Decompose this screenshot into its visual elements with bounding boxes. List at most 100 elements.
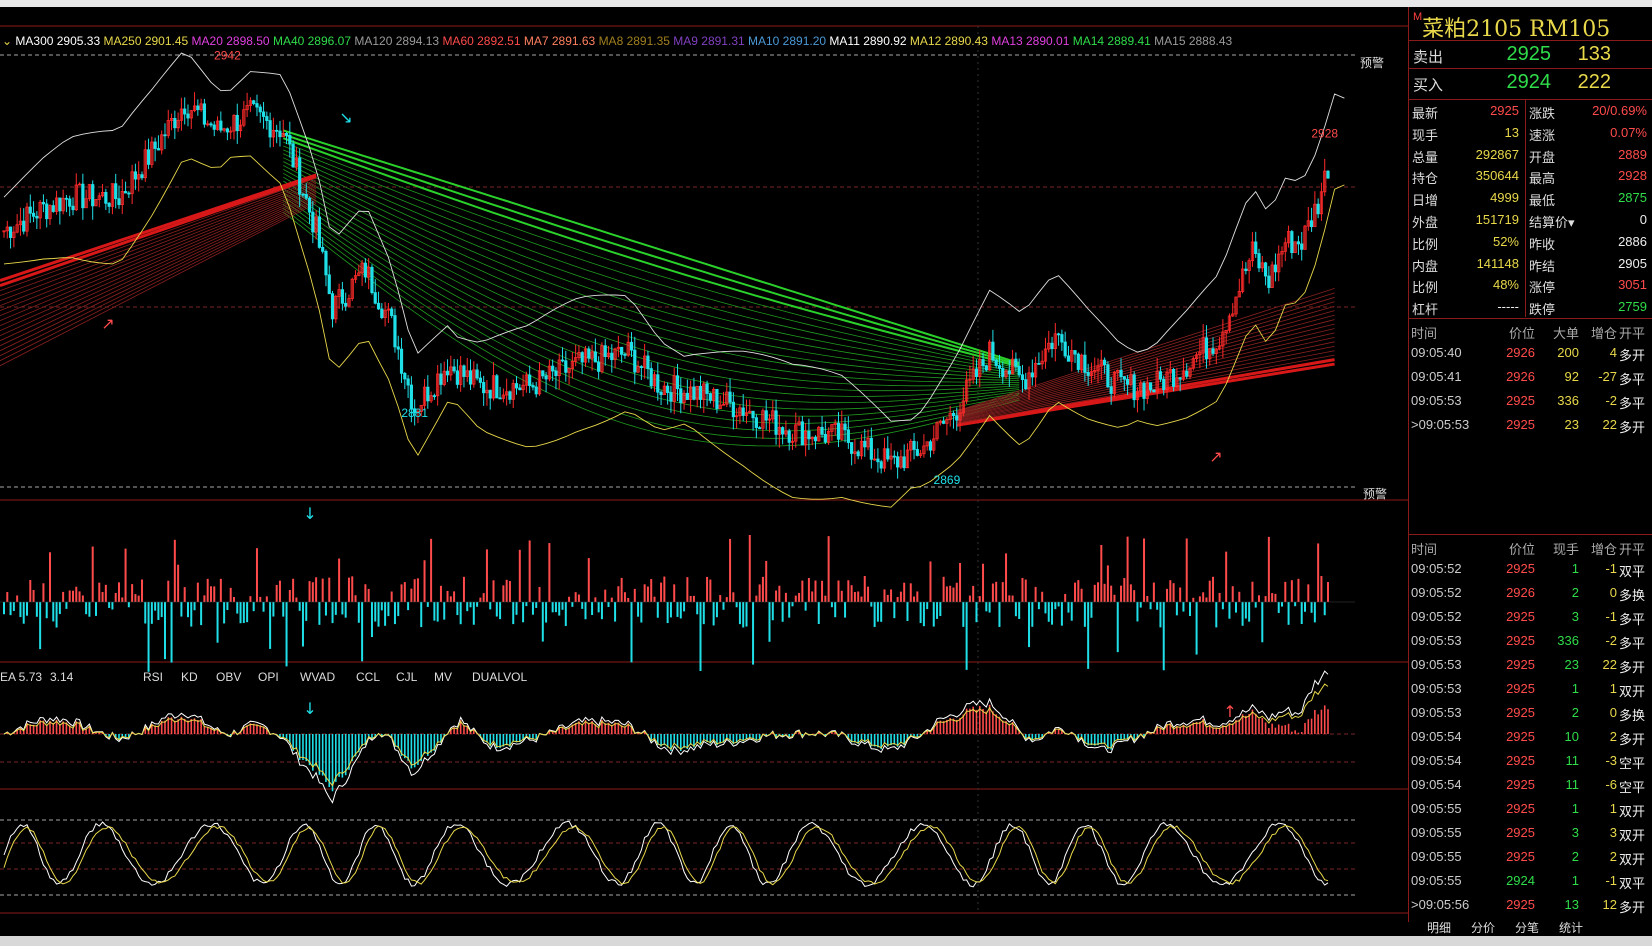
candle (419, 404, 423, 413)
buy-row[interactable]: 买入 2924 222 (1409, 68, 1652, 97)
table-row[interactable]: 09:05:53 2925 23 22 多开 (1409, 653, 1652, 677)
candle (859, 440, 864, 457)
candle (547, 365, 551, 380)
table-cell: 多开 (1619, 349, 1646, 364)
candle (357, 272, 361, 277)
candle (767, 418, 772, 421)
candle (1089, 371, 1094, 376)
ma-line (956, 328, 1335, 419)
table-cell: 2925 (1506, 681, 1535, 696)
table-row[interactable]: 09:05:55 2925 3 3 双开 (1409, 821, 1652, 845)
tab-2[interactable]: 分笔 (1515, 921, 1540, 935)
table-row[interactable]: 09:05:52 2925 3 -1 多平 (1409, 605, 1652, 629)
tab-3[interactable]: 统计 (1559, 921, 1584, 935)
candle (1263, 262, 1268, 277)
quote-label: 开盘 (1529, 150, 1556, 166)
quote-value: 20/0.69% (1592, 103, 1647, 118)
table-row[interactable]: 09:05:54 2925 10 2 多开 (1409, 725, 1652, 749)
table-row[interactable]: >09:05:56 2925 13 12 多开 (1409, 893, 1652, 917)
candle (790, 440, 795, 443)
candle (902, 456, 906, 469)
candle (649, 368, 653, 387)
sell-row[interactable]: 卖出 2925 133 (1409, 40, 1652, 69)
quote-label: 比例 (1412, 237, 1439, 253)
table-cell: 双开 (1619, 685, 1646, 700)
candle (1158, 371, 1163, 380)
ma-line (283, 169, 1020, 381)
candle (728, 391, 732, 403)
candle (1145, 382, 1149, 399)
table-row[interactable]: 09:05:52 2925 1 -1 双平 (1409, 557, 1652, 581)
candle (787, 430, 791, 443)
candle (997, 365, 1002, 369)
table-cell: 3 (1609, 825, 1617, 840)
candle (337, 289, 341, 297)
ma-line (0, 179, 317, 297)
table-row[interactable]: 09:05:40 2926 200 4 多开 (1409, 341, 1652, 365)
signal-arrow: ↑ (1223, 702, 1236, 721)
candle (597, 361, 601, 372)
table-row[interactable]: 09:05:55 2925 1 1 双开 (1409, 797, 1652, 821)
table-row[interactable]: >09:05:53 2925 23 22 多开 (1409, 413, 1652, 437)
tab-1[interactable]: 分价 (1471, 921, 1496, 935)
candle (981, 359, 985, 367)
quote-label: 现手 (1412, 128, 1439, 144)
table-row[interactable]: 09:05:52 2926 2 0 多换 (1409, 581, 1652, 605)
table-row[interactable]: 09:05:55 2925 2 2 双开 (1409, 845, 1652, 869)
candle (698, 385, 703, 400)
table-row[interactable]: 09:05:54 2925 11 -6 空平 (1409, 773, 1652, 797)
ma-line (956, 345, 1335, 423)
candle (685, 392, 689, 400)
table-row[interactable]: 09:05:55 2924 1 -1 双平 (1409, 869, 1652, 893)
kline-chart[interactable]: ⌄ MA300 2905.33 MA250 2901.45 MA20 2898.… (0, 7, 1408, 922)
quote-value: 2928 (1618, 168, 1647, 184)
candle (656, 374, 660, 393)
candle (1168, 369, 1172, 373)
table-cell: 23 (1564, 417, 1579, 432)
table-row[interactable]: 09:05:41 2926 92 -27 多平 (1409, 365, 1652, 389)
candle (652, 374, 657, 387)
candle (633, 349, 637, 373)
ma-line (0, 181, 317, 302)
chart-canvas[interactable]: ⌄ MA300 2905.33 MA250 2901.45 MA20 2898.… (0, 7, 1408, 922)
table-row[interactable]: 09:05:54 2925 11 -3 空平 (1409, 749, 1652, 773)
candle (383, 309, 387, 318)
warn-label-bottom: 预警 (1363, 486, 1387, 501)
table-cell: 22 (1602, 657, 1617, 672)
candle (629, 341, 634, 351)
candle (1119, 369, 1123, 378)
candle (321, 246, 325, 252)
candle (912, 440, 916, 450)
candle (646, 355, 650, 369)
table-cell: 多平 (1619, 637, 1646, 652)
candle (813, 436, 818, 442)
table-cell: 多开 (1619, 733, 1646, 748)
table-row[interactable]: 09:05:53 2925 2 0 多换 (1409, 701, 1652, 725)
price-annotation: 2928 (1311, 127, 1338, 141)
candle (942, 420, 946, 424)
candle (1237, 291, 1241, 298)
table-row[interactable]: 09:05:53 2925 336 -2 多平 (1409, 389, 1652, 413)
candle (1076, 353, 1080, 370)
tab-0[interactable]: 明细 (1427, 921, 1452, 935)
quote-label: 跌停 (1529, 303, 1556, 319)
candle (353, 275, 358, 280)
ma-line (0, 196, 317, 347)
ma-line (283, 145, 1020, 371)
table-cell: 09:05:40 (1411, 345, 1462, 360)
table-cell: 09:05:54 (1411, 777, 1462, 792)
warn-label-top: 预警 (1360, 55, 1384, 70)
candle (528, 374, 532, 386)
candle (662, 385, 666, 396)
candle (413, 408, 417, 413)
table-row[interactable]: 09:05:53 2925 336 -2 多平 (1409, 629, 1652, 653)
d-line (3, 824, 1329, 886)
candle (564, 360, 568, 373)
quote-label: 总量 (1412, 150, 1439, 166)
candle (610, 352, 614, 361)
quote-value: 0 (1639, 211, 1647, 227)
candle (238, 124, 243, 132)
ma-line (282, 133, 1020, 366)
table-row[interactable]: 09:05:53 2925 1 1 双开 (1409, 677, 1652, 701)
candle (301, 193, 305, 196)
